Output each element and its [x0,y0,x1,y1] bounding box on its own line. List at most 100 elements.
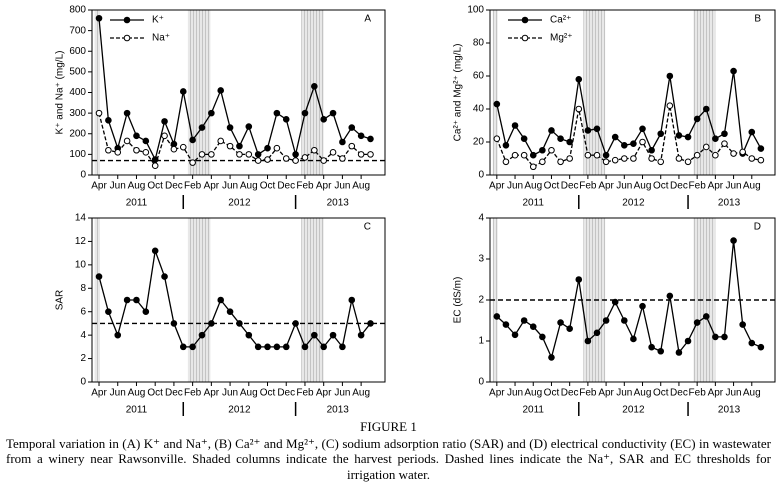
x-tick-label: Apr [598,388,614,399]
data-point [657,158,665,166]
data-point [142,149,150,156]
x-tick-label: Jun [110,181,126,192]
data-point [282,343,290,351]
data-point [114,149,122,156]
data-point [666,102,674,109]
data-point [675,349,683,356]
x-tick-label: Apr [204,388,220,399]
data-point [123,296,131,304]
data-point [757,156,765,164]
x-tick-label: Aug [524,388,542,399]
y-tick-label: 4 [80,330,86,341]
data-point [95,14,103,22]
harvest-column [187,10,211,175]
data-point [273,109,281,117]
legend-marker [521,16,529,24]
x-tick-label: Oct [544,388,560,399]
data-point [329,149,337,156]
y-tick-label: 0 [478,170,484,181]
panel-label: C [364,222,371,233]
data-point [721,333,728,341]
data-point [348,124,356,131]
x-tick-label: Aug [634,181,652,192]
panel-label: A [364,14,371,25]
data-point [320,157,327,164]
harvest-column [492,218,498,382]
data-point [666,292,674,300]
data-point [602,151,610,159]
data-point [539,158,546,166]
data-point [575,276,583,283]
data-point [95,109,103,117]
x-tick-label: Dec [165,388,183,399]
x-tick-label: Aug [128,388,146,399]
data-point [511,122,519,129]
data-point [648,155,655,162]
data-point [198,124,206,131]
harvest-column [693,218,716,382]
data-point [502,321,510,328]
harvest-column [301,218,324,382]
data-point [254,343,262,351]
data-point [95,273,103,280]
data-point [311,83,318,90]
data-point [639,125,646,133]
x-tick-label: Feb [689,388,707,399]
data-point [208,320,215,327]
axis-title: Ca²⁺ and Mg²⁺ (mg/L) [453,44,464,142]
data-point [105,146,112,154]
harvest-column [187,218,211,382]
data-point [151,162,159,170]
data-point [666,72,674,80]
data-point [367,320,374,327]
data-point [548,354,555,361]
data-point [493,313,501,320]
data-point [693,151,701,159]
data-point [593,125,601,133]
year-label: 2012 [228,405,251,416]
data-point [292,320,299,327]
data-point [621,142,628,149]
y-tick-label: 600 [69,46,86,57]
data-point [520,151,528,159]
x-tick-label: Aug [352,388,370,399]
data-point [566,155,573,162]
data-point [702,313,710,320]
data-point [357,331,365,339]
data-point [217,296,225,304]
x-tick-label: Apr [204,181,220,192]
y-tick-label: 100 [69,149,86,160]
x-tick-label: Feb [689,181,707,192]
x-tick-label: Jun [334,388,350,399]
data-point [566,325,573,333]
year-label: 2012 [622,198,645,209]
data-point [311,331,318,339]
data-point [575,105,583,113]
y-tick-label: 200 [69,128,86,139]
data-point [142,308,150,316]
data-point [584,337,592,345]
x-tick-label: Feb [296,388,314,399]
data-point [367,151,374,158]
series-line [98,112,371,168]
x-tick-label: Dec [277,181,295,192]
data-point [189,136,196,144]
data-point [254,157,262,164]
data-point [748,155,756,162]
data-point [179,88,187,95]
data-point [630,140,637,147]
data-point [529,163,537,171]
data-point [123,109,131,117]
y-tick-label: 100 [467,5,484,16]
y-tick-label: 3 [478,254,484,265]
series-line [496,240,762,360]
x-tick-label: Oct [260,181,276,192]
y-tick-label: 400 [69,87,86,98]
data-point [566,138,573,146]
year-label: 2012 [622,405,645,416]
data-point [179,343,187,351]
data-point [548,127,555,134]
axis-title: SAR [55,290,66,311]
year-label: 2013 [718,405,741,416]
x-tick-label: Apr [91,181,107,192]
